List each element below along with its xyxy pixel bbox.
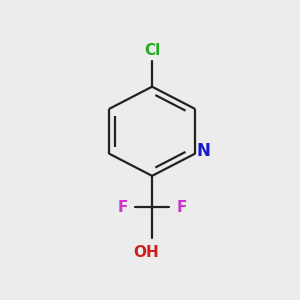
Text: Cl: Cl	[144, 43, 160, 58]
Text: OH: OH	[133, 245, 159, 260]
Text: N: N	[196, 142, 210, 160]
Text: F: F	[177, 200, 187, 214]
Text: F: F	[117, 200, 128, 214]
